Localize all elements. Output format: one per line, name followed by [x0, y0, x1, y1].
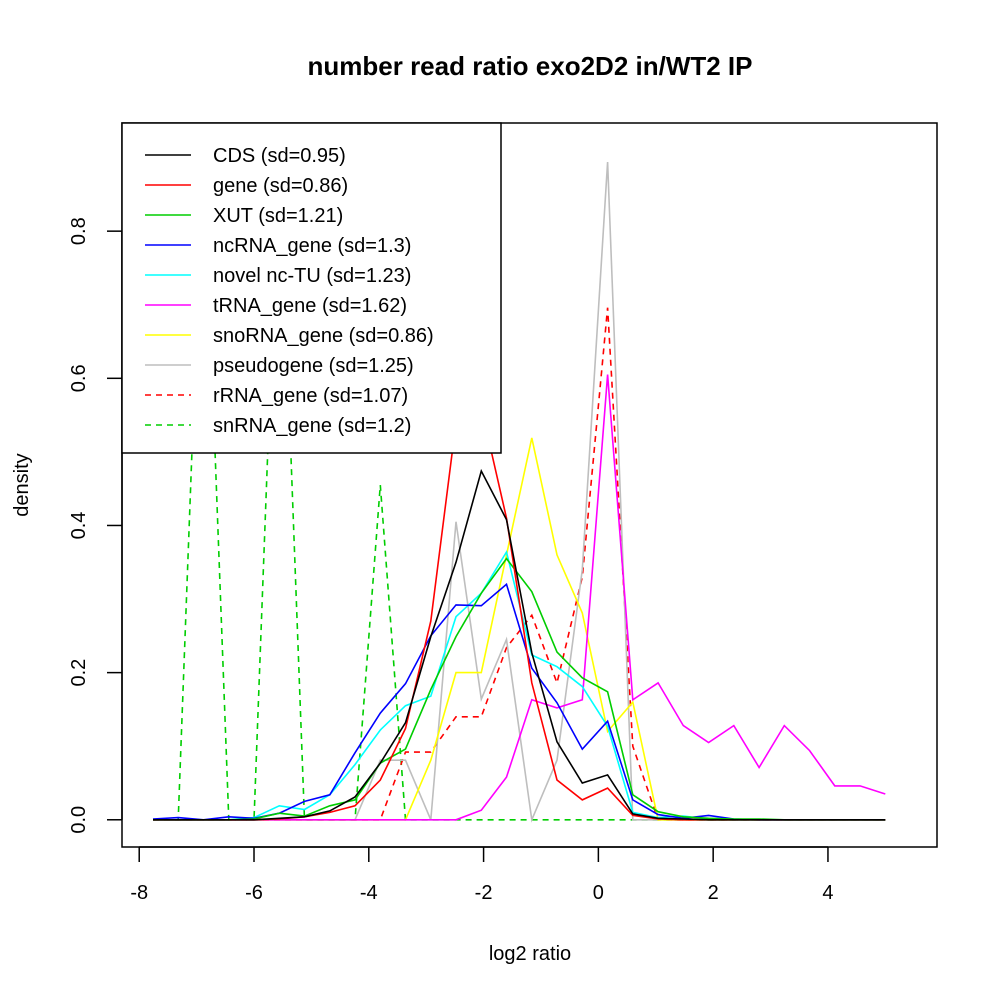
- y-axis-label: density: [11, 453, 33, 516]
- x-tick-label: -2: [475, 882, 493, 904]
- y-tick-label: 0.0: [68, 806, 90, 834]
- x-tick-label: 0: [593, 882, 604, 904]
- series-line-cds: [153, 468, 886, 821]
- legend-label: snoRNA_gene (sd=0.86): [213, 325, 434, 347]
- x-tick-label: -4: [360, 882, 378, 904]
- x-tick-label: -8: [130, 882, 148, 904]
- plot-frame: [121, 122, 938, 848]
- x-tick-label: 4: [822, 882, 833, 904]
- legend: CDS (sd=0.95) gene (sd=0.86) XUT (sd=1.21)…: [121, 122, 502, 454]
- x-axis-label: log2 ratio: [489, 943, 571, 965]
- chart-title: number read ratio exo2D2 in/WT2 IP: [308, 51, 753, 81]
- y-tick-label: 0.8: [68, 217, 90, 245]
- y-tick-label: 0.4: [68, 512, 90, 540]
- legend-label: snRNA_gene (sd=1.2): [213, 415, 411, 437]
- legend-label: pseudogene (sd=1.25): [213, 355, 414, 377]
- legend-label: gene (sd=0.86): [213, 175, 348, 197]
- legend-label: tRNA_gene (sd=1.62): [213, 295, 407, 317]
- legend-box: [121, 122, 502, 454]
- legend-label: CDS (sd=0.95): [213, 145, 346, 167]
- legend-label: rRNA_gene (sd=1.07): [213, 385, 408, 407]
- y-tick-label: 0.6: [68, 364, 90, 392]
- y-tick-label: 0.2: [68, 659, 90, 687]
- legend-label: XUT (sd=1.21): [213, 205, 343, 227]
- legend-label: novel nc-TU (sd=1.23): [213, 265, 411, 287]
- x-tick-label: 2: [708, 882, 719, 904]
- x-tick-label: -6: [245, 882, 263, 904]
- legend-label: ncRNA_gene (sd=1.3): [213, 235, 411, 257]
